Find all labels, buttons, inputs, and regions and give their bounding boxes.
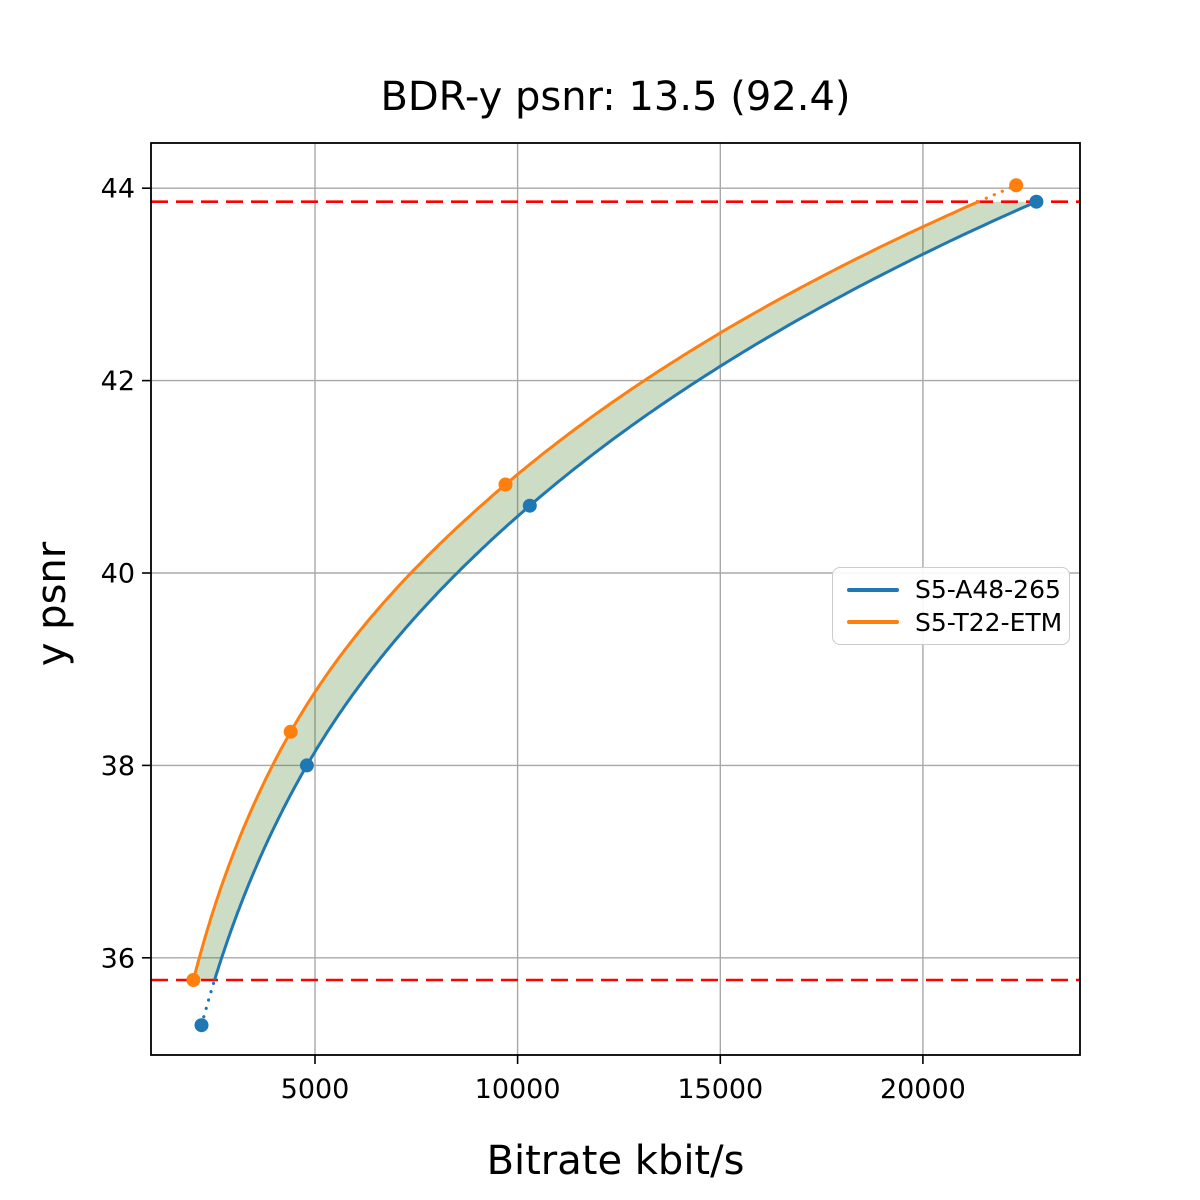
series-S5-A48-265-curve (213, 200, 1038, 981)
x-tick-label: 20000 (880, 1074, 966, 1105)
legend-line-sample-orange (847, 620, 899, 624)
series-S5-A48-265-dotted (199, 978, 217, 1027)
data-point-S5-A48-265 (299, 758, 314, 773)
data-point-S5-A48-265 (1029, 194, 1044, 209)
x-tick-label: 15000 (677, 1074, 763, 1105)
x-tick-label: 10000 (475, 1074, 561, 1105)
data-point-S5-T22-ETM (1009, 178, 1024, 193)
x-axis-label: Bitrate kbit/s (486, 1138, 745, 1184)
legend: S5-A48-265 S5-T22-ETM (832, 567, 1070, 645)
legend-item: S5-A48-265 (847, 575, 1061, 604)
x-tick-label: 5000 (281, 1074, 350, 1105)
data-point-S5-T22-ETM (283, 724, 298, 739)
data-point-S5-A48-265 (522, 498, 537, 513)
y-tick-label: 38 (101, 751, 135, 782)
figure-title: BDR-y psnr: 13.5 (92.4) (380, 74, 851, 120)
legend-item-label: S5-T22-ETM (915, 607, 1063, 637)
y-tick-label: 36 (101, 943, 135, 974)
legend-item: S5-T22-ETM (847, 608, 1062, 637)
series-S5-T22-ETM-curve (191, 200, 979, 981)
data-point-S5-A48-265 (194, 1018, 209, 1033)
legend-line-sample-blue (847, 588, 899, 592)
data-point-S5-T22-ETM (186, 973, 201, 987)
legend-item-label: S5-A48-265 (915, 575, 1061, 605)
plot-frame (150, 142, 1081, 1056)
y-tick-label: 42 (101, 366, 135, 397)
y-tick-label: 44 (101, 174, 135, 205)
series-S5-T22-ETM-dotted (976, 183, 1018, 204)
data-point-S5-T22-ETM (498, 477, 513, 492)
y-tick-label: 40 (101, 559, 135, 590)
